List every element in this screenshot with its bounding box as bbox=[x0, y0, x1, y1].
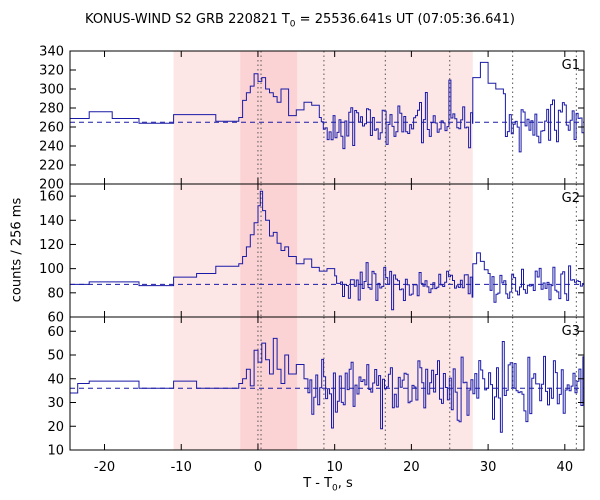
panel-label: G1 bbox=[562, 58, 580, 73]
panel-g1: 200 220 240 260 280 300 320 340 G1 bbox=[39, 45, 585, 193]
chart-title: KONUS-WIND S2 GRB 220821 T0 = 25536.641s… bbox=[0, 12, 600, 30]
y-tick-label: 200 bbox=[39, 178, 64, 193]
shaded-region-2 bbox=[240, 317, 298, 450]
shaded-region-1 bbox=[173, 317, 473, 450]
chart-title-post: = 25536.641s UT (07:05:36.641) bbox=[295, 12, 515, 27]
x-tick-label: 40 bbox=[557, 460, 574, 475]
y-tick-label: 300 bbox=[39, 83, 64, 98]
y-tick-label: 220 bbox=[39, 159, 64, 174]
y-tick-label: 140 bbox=[39, 214, 64, 229]
x-axis-label-sub: 0 bbox=[332, 483, 338, 494]
panel-g3: 10 20 30 40 50 60 G3 bbox=[47, 316, 585, 459]
x-tick-label: 30 bbox=[480, 460, 497, 475]
x-tick-label: 0 bbox=[254, 460, 262, 475]
x-axis-label: T - T0, s bbox=[0, 476, 600, 494]
shaded-region-1 bbox=[173, 51, 473, 184]
y-tick-label: 280 bbox=[39, 102, 64, 117]
shaded-region-1 bbox=[173, 184, 473, 317]
light-curve-g2 bbox=[70, 190, 584, 311]
x-tick-label: 10 bbox=[326, 460, 343, 475]
panel-label: G3 bbox=[562, 324, 580, 339]
shaded-region-2 bbox=[240, 184, 298, 317]
panel-frame bbox=[69, 316, 585, 451]
y-tick-label: 20 bbox=[47, 420, 64, 435]
x-tick-label: -10 bbox=[171, 460, 192, 475]
y-tick-label: 30 bbox=[47, 396, 64, 411]
x-axis-label-pre: T - T bbox=[303, 476, 333, 491]
y-tick-label: 340 bbox=[39, 45, 64, 60]
shaded-region-2 bbox=[240, 51, 298, 184]
y-tick-label: 160 bbox=[39, 190, 64, 205]
y-tick-label: 50 bbox=[47, 349, 64, 364]
x-axis-label-post: , s bbox=[337, 476, 353, 491]
y-tick-label: 60 bbox=[47, 325, 64, 340]
y-tick-label: 10 bbox=[47, 444, 64, 459]
chart-title-pre: KONUS-WIND S2 GRB 220821 T bbox=[85, 12, 290, 27]
x-tick-label: -20 bbox=[94, 460, 115, 475]
y-tick-label: 80 bbox=[47, 286, 64, 301]
y-tick-label: 240 bbox=[39, 140, 64, 155]
y-tick-label: 120 bbox=[39, 238, 64, 253]
y-tick-label: 60 bbox=[47, 311, 64, 326]
y-tick-label: 40 bbox=[47, 372, 64, 387]
panel-g2: 60 80 100 120 140 160 G2 bbox=[39, 183, 585, 326]
chart-title-sub: 0 bbox=[289, 19, 296, 30]
x-tick-label: 20 bbox=[403, 460, 420, 475]
panel-label: G2 bbox=[562, 191, 580, 206]
y-tick-label: 100 bbox=[39, 262, 64, 277]
y-tick-label: 260 bbox=[39, 121, 64, 136]
light-curve-g1 bbox=[70, 61, 585, 153]
y-tick-label: 320 bbox=[39, 64, 64, 79]
light-curve-g3 bbox=[70, 337, 584, 433]
y-axis-label: counts / 256 ms bbox=[9, 197, 25, 303]
